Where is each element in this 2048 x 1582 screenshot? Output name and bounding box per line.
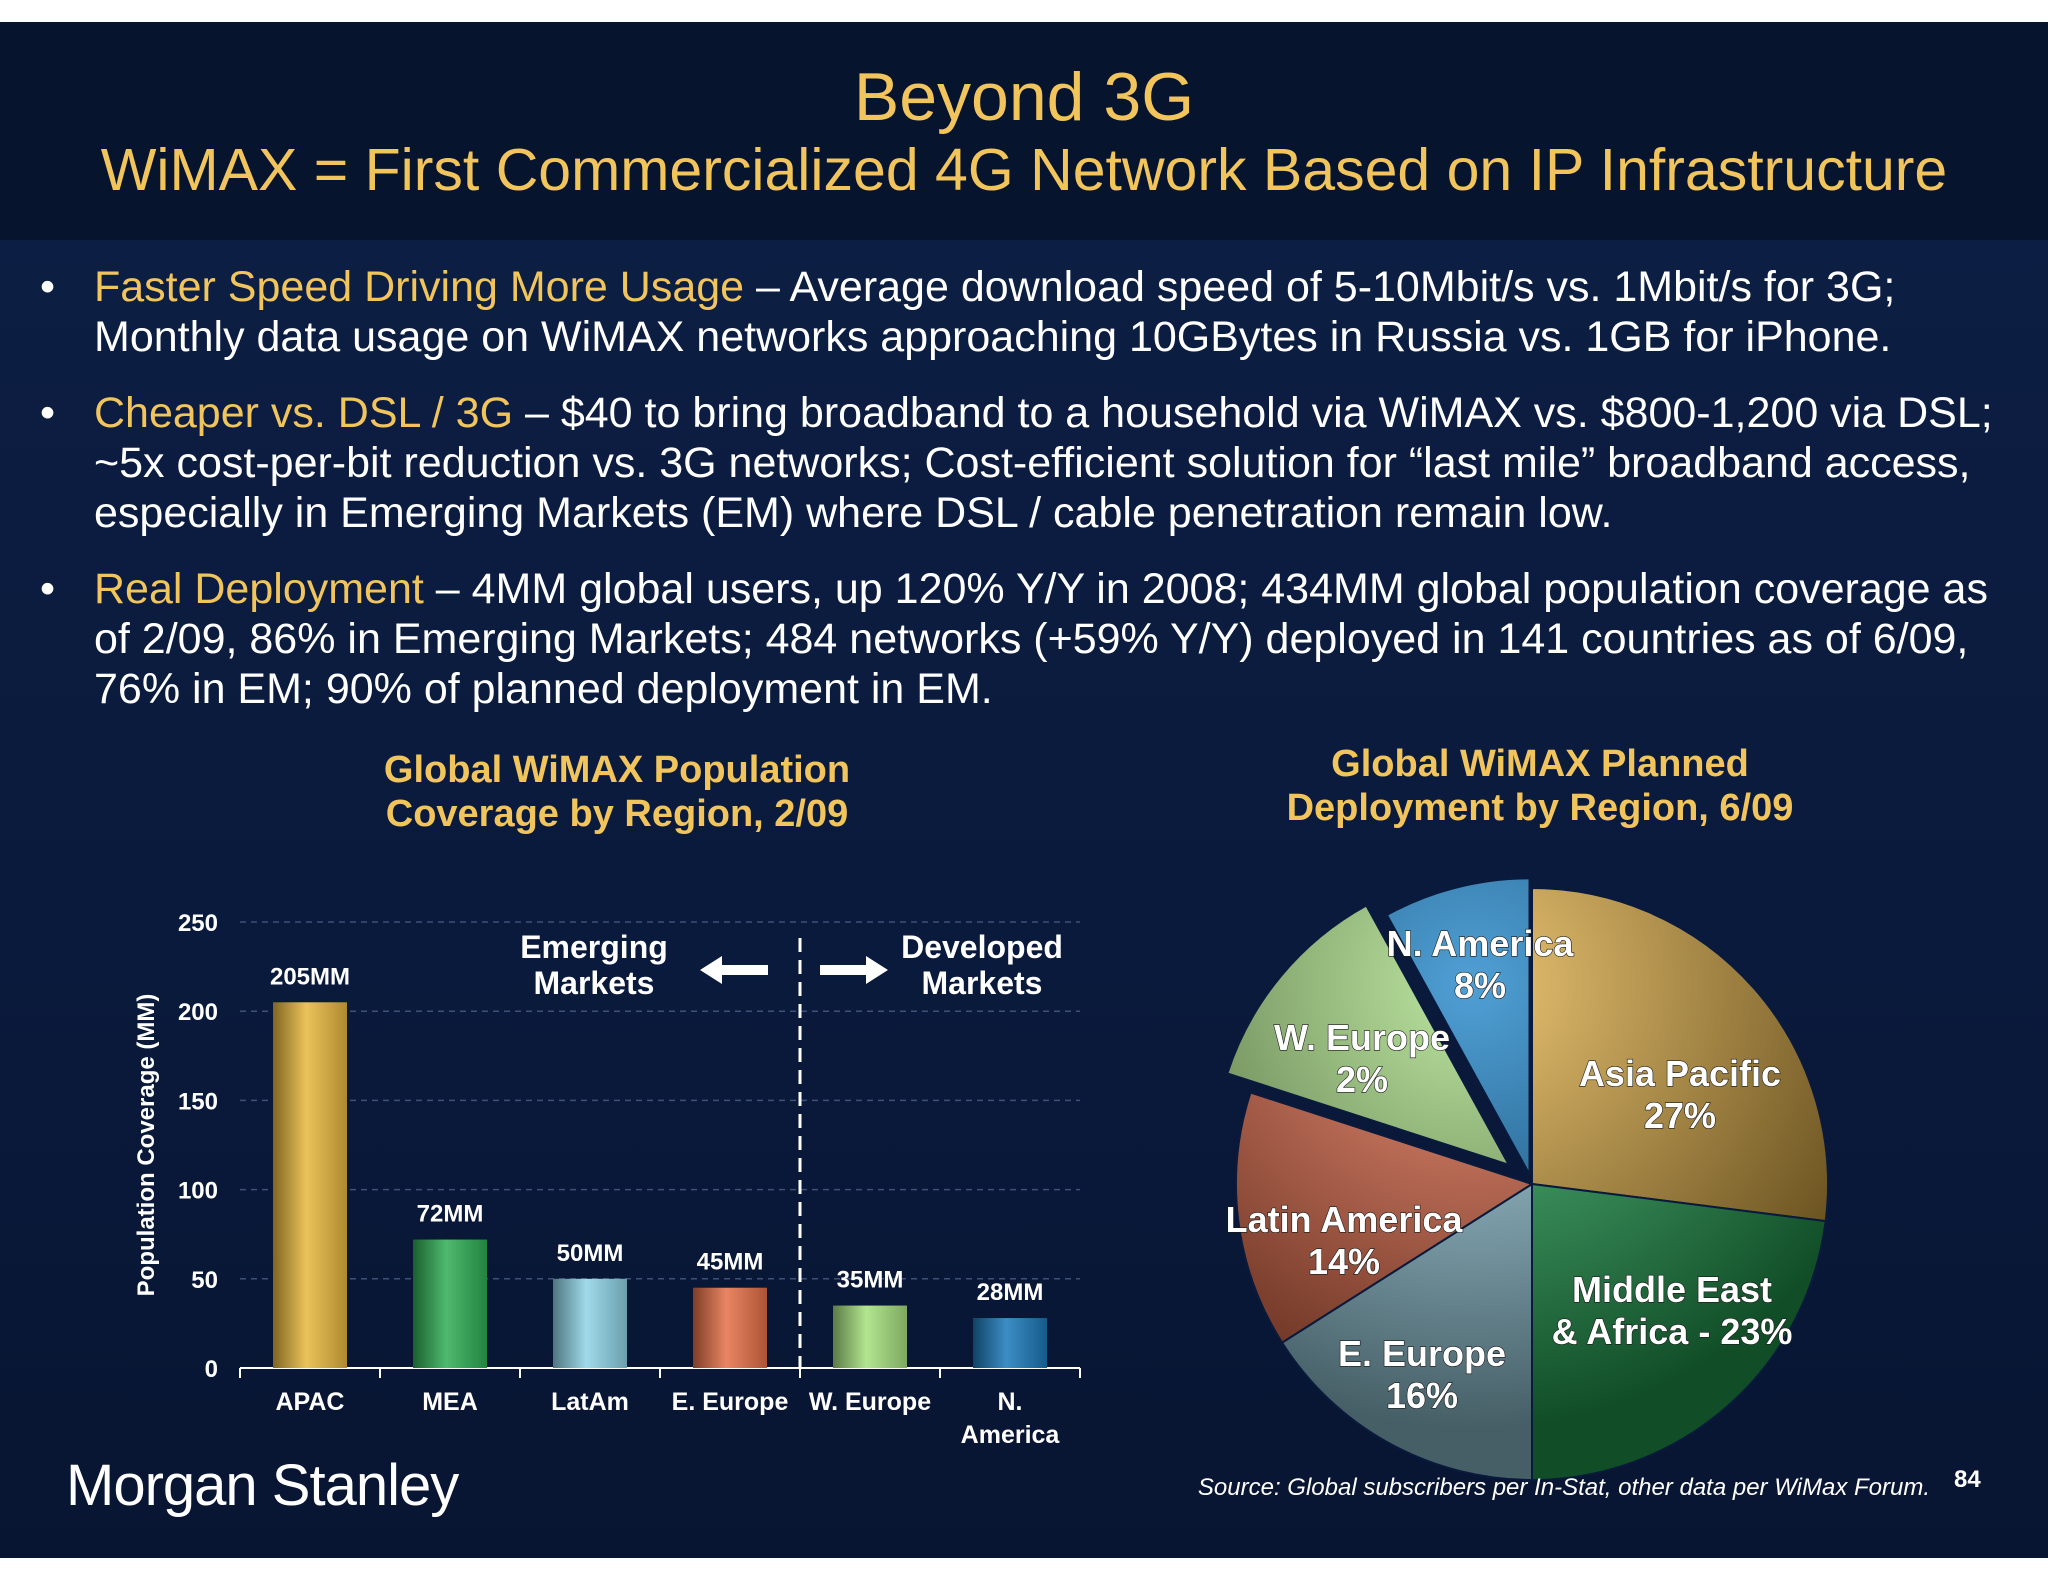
- x-tick-label: MEA: [422, 1388, 478, 1416]
- x-tick-label: LatAm: [551, 1388, 629, 1416]
- arrow-right-icon: [820, 956, 888, 984]
- developed-markets-label: Markets: [922, 965, 1043, 1001]
- pie-label: & Africa - 23%: [1552, 1311, 1793, 1352]
- bar-latam: [553, 1278, 627, 1368]
- bar-data-label: 35MM: [837, 1267, 904, 1294]
- charts-canvas: 0 50 100 150 200 250 Population Coverage (MM) 2…: [133, 877, 1829, 1482]
- bar-data-label: 50MM: [557, 1240, 624, 1267]
- pie-label: 27%: [1644, 1095, 1716, 1136]
- pie-label: 2%: [1336, 1059, 1388, 1100]
- bar-data-label: 72MM: [417, 1201, 484, 1228]
- bar-apac: [273, 1002, 347, 1368]
- bar-chart: 0 50 100 150 200 250 Population Coverage (MM) 2…: [133, 910, 1081, 1449]
- bar-n-america: [973, 1318, 1047, 1368]
- arrow-left-icon: [700, 956, 768, 984]
- bar-e-europe: [693, 1287, 767, 1368]
- pie-label: N. America: [1387, 923, 1575, 964]
- bullet-speed: Faster Speed Driving More Usage – Averag…: [36, 262, 2026, 362]
- y-tick-label: 150: [178, 1088, 218, 1115]
- bullet-text: – $40 to bring broadband to a household …: [94, 389, 1993, 537]
- pie-label: Latin America: [1226, 1199, 1464, 1240]
- bar-data-label: 28MM: [977, 1279, 1044, 1306]
- bullet-lead: Cheaper vs. DSL / 3G: [94, 389, 514, 437]
- emerging-markets-label: Emerging: [520, 929, 668, 965]
- y-tick-label: 0: [205, 1356, 218, 1383]
- emerging-markets-label: Markets: [534, 965, 655, 1001]
- pie-slice-asia-pacific: [1531, 886, 1829, 1223]
- x-tick-label: W. Europe: [809, 1388, 931, 1416]
- title-bar: [0, 22, 2048, 240]
- x-tick-label: E. Europe: [672, 1388, 789, 1416]
- developed-markets-label: Developed: [901, 929, 1063, 965]
- bullet-text: – 4MM global users, up 120% Y/Y in 2008;…: [94, 565, 1988, 713]
- pie-slice-w-europe: [1226, 904, 1511, 1167]
- pie-slice-e-europe: [1280, 1182, 1533, 1482]
- y-tick-label: 100: [178, 1178, 218, 1205]
- page-title: Beyond 3G: [853, 59, 1195, 135]
- pie-chart-title: Global WiMAX Planned Deployment by Regio…: [1286, 743, 1794, 829]
- x-tick-label: America: [961, 1421, 1061, 1449]
- bar-mea: [413, 1239, 487, 1368]
- page-subtitle: WiMAX = First Commercialized 4G Network …: [100, 137, 1948, 203]
- x-tick-label: N.: [998, 1388, 1023, 1416]
- pie-label: E. Europe: [1338, 1333, 1506, 1374]
- pie-slice-latin-america: [1235, 1091, 1535, 1344]
- pie-label: 14%: [1308, 1241, 1380, 1282]
- x-tick-label: APAC: [276, 1388, 345, 1416]
- bullet-text: – Average download speed of 5-10Mbit/s v…: [94, 263, 1896, 361]
- bullet-deployment: Real Deployment – 4MM global users, up 1…: [36, 564, 2026, 714]
- y-tick-label: 250: [178, 910, 218, 937]
- bullet-lead: Faster Speed Driving More Usage: [94, 263, 745, 311]
- pie-label: W. Europe: [1274, 1017, 1450, 1058]
- pie-label: Asia Pacific: [1579, 1053, 1781, 1094]
- pie-label: 16%: [1386, 1375, 1458, 1416]
- bar-data-label: 45MM: [697, 1249, 764, 1276]
- morgan-stanley-logo: Morgan Stanley: [66, 1453, 459, 1518]
- pie-slice-n-america: [1385, 877, 1531, 1175]
- source-note: Source: Global subscribers per In-Stat, …: [1197, 1474, 1930, 1501]
- slide: Beyond 3G WiMAX = First Commercialized 4…: [0, 22, 2048, 1558]
- pie-label: 8%: [1454, 965, 1506, 1006]
- bar-w-europe: [833, 1305, 907, 1368]
- bar-data-label: 205MM: [270, 963, 350, 990]
- pie-slice-middle-east-africa: [1531, 1182, 1827, 1482]
- y-tick-label: 50: [191, 1267, 218, 1294]
- pie-label: Middle East: [1572, 1269, 1772, 1310]
- bullet-lead: Real Deployment: [94, 565, 424, 613]
- y-axis-label: Population Coverage (MM): [133, 994, 160, 1297]
- bullet-list: Faster Speed Driving More Usage – Averag…: [36, 262, 2026, 740]
- bullet-cost: Cheaper vs. DSL / 3G – $40 to bring broa…: [36, 388, 2026, 538]
- y-tick-label: 200: [178, 999, 218, 1026]
- page-number: 84: [1954, 1466, 1981, 1493]
- bar-chart-title: Global WiMAX Population Coverage by Regi…: [383, 749, 851, 835]
